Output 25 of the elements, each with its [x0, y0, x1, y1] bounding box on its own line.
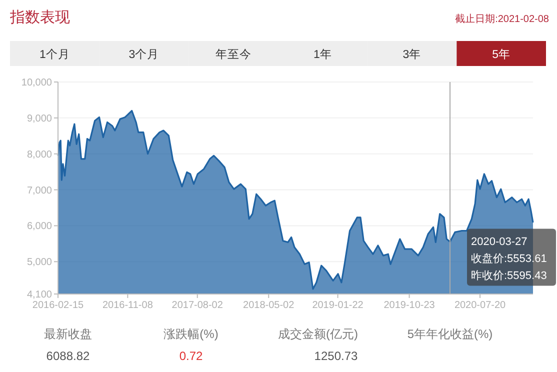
y-tick-label: 10,000	[21, 78, 52, 88]
text: 6088.82	[46, 349, 90, 363]
period-tabs: 1个月 3个月 年至今 1年 3年 5年	[10, 41, 546, 66]
text: 成交金额(亿元)	[278, 327, 358, 341]
x-tick-label: 2016-02-15	[32, 300, 84, 311]
text: 涨跌幅(%)	[164, 327, 218, 341]
text: 截止日期:2021-02-08	[455, 13, 550, 25]
y-tick-label: 9,000	[26, 113, 52, 124]
text: 5年年化收益(%)	[407, 327, 493, 341]
y-tick-label: 4,100	[26, 290, 52, 300]
y-tick-label: 5,000	[26, 257, 52, 268]
text: 0.72	[179, 349, 203, 363]
y-tick-label: 6,000	[26, 221, 52, 232]
y-tick-label: 8,000	[26, 149, 52, 160]
text: 1250.73	[314, 349, 358, 363]
x-tick-label: 2016-11-08	[102, 300, 154, 311]
x-tick-label: 2020-07-20	[454, 300, 506, 311]
x-tick-label: 2019-10-23	[384, 300, 436, 311]
x-tick-label: 2017-08-02	[172, 300, 224, 311]
x-tick-label: 2019-01-22	[312, 300, 364, 311]
chart-title: 指数表现	[9, 9, 70, 26]
y-tick-label: 7,000	[26, 185, 52, 196]
x-tick-label: 2018-05-02	[243, 300, 295, 311]
annotation: 2020-03-27 收盘价:5553.61 昨收价:5595.43	[471, 236, 547, 282]
text: 最新收盘	[44, 327, 92, 341]
